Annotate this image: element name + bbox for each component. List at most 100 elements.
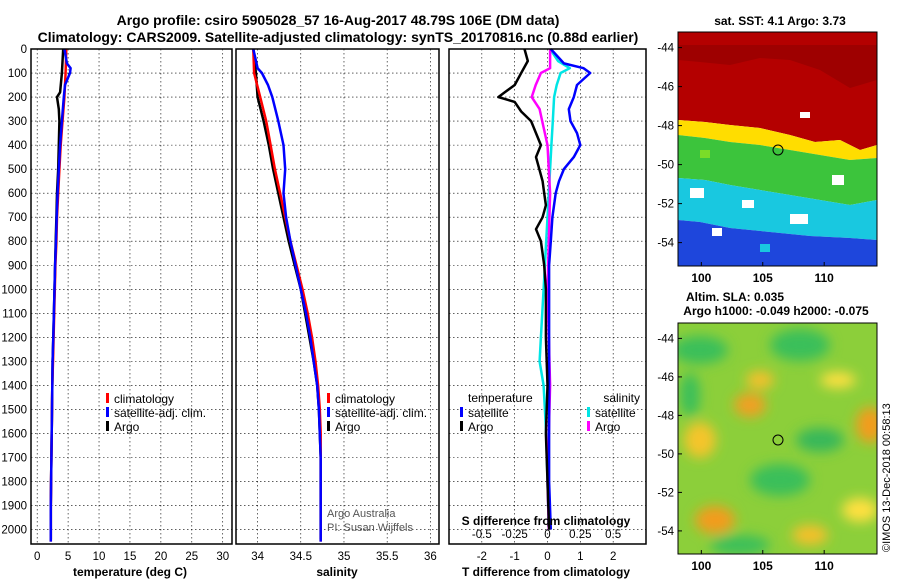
sla-map-title: Altim. SLA: 0.035 [686, 290, 784, 304]
t-argo-difference-line [497, 48, 551, 530]
sst-map-frame [677, 31, 878, 267]
imos-watermark: ©IMOS 13-Dec-2018 00:58:13 [881, 403, 893, 552]
depth-tick-label: 400 [8, 140, 27, 152]
legend-label-satellite: satellite-adj. clim. [335, 406, 427, 420]
map-lat-label: -52 [657, 487, 674, 499]
depth-tick-label: 1000 [1, 284, 27, 296]
temperature-profile-lines [49, 48, 72, 542]
difference-legend-temperature: temperature satellite Argo [460, 391, 533, 434]
map-lat-label: -54 [657, 526, 674, 538]
argo-location-marker-sla [772, 434, 784, 446]
x-tick-label: 34 [251, 551, 264, 563]
x-tick-label: 35.5 [376, 551, 398, 563]
legend-label-argo: Argo [114, 420, 140, 434]
map-lat-label: -50 [657, 160, 674, 172]
depth-tick-label: 0 [21, 44, 27, 56]
argo-location-marker-sst [772, 144, 784, 156]
legend-swatch-climatology [106, 393, 109, 403]
sla-map-panel: Altim. SLA: 0.035 Argo h1000: -0.049 h20… [657, 290, 878, 573]
legend-label-climatology: climatology [114, 392, 174, 406]
map-lat-label: -48 [657, 121, 674, 133]
figure-title-line-2: Climatology: CARS2009. Satellite-adjuste… [38, 29, 639, 45]
difference-axes-frame [448, 48, 647, 545]
sla-map-ticks: 100 105 110 -44 -46 -48 -50 -52 -54 [657, 333, 834, 573]
temperature-grid [31, 48, 232, 544]
s-difference-x-ticks: -0.5 -0.25 0 0.25 0.5 [472, 529, 621, 541]
salinity-panel: 34 34.5 35 35.5 36 salinity climatology sate… [235, 48, 440, 579]
argo-profile-line [252, 48, 322, 540]
depth-tick-label: 100 [8, 68, 27, 80]
x-tick-label: 30 [216, 551, 229, 563]
map-lat-label: -52 [657, 199, 674, 211]
s-diff-tick-label: -0.5 [472, 529, 492, 541]
satellite-adj-profile-line [49, 48, 72, 542]
sst-map-panel: sat. SST: 4.1 Argo: 3.73 100 105 110 -44 -46… [657, 14, 878, 285]
map-lon-label: 110 [814, 559, 834, 573]
temperature-x-label: temperature (deg C) [73, 565, 187, 579]
credit-pi: PI: Susan Wijffels [327, 522, 413, 534]
legend-swatch-argo [327, 421, 330, 431]
salinity-legend: climatology satellite-adj. clim. Argo [327, 392, 427, 434]
map-lon-label: 105 [753, 559, 773, 573]
legend-swatch-satellite [327, 407, 330, 417]
map-lat-label: -54 [657, 238, 674, 250]
x-tick-label: 5 [65, 551, 71, 563]
sla-map-subtitle: Argo h1000: -0.049 h2000: -0.075 [683, 304, 869, 318]
map-lat-label: -44 [657, 43, 674, 55]
map-lon-label: 100 [691, 271, 711, 285]
depth-tick-label: 1100 [2, 308, 27, 320]
sla-map-frame [677, 322, 878, 555]
legend-swatch-argo [106, 421, 109, 431]
x-tick-label: 20 [154, 551, 167, 563]
t-satellite-difference-line [547, 48, 592, 530]
x-tick-label: -2 [477, 551, 487, 563]
depth-y-ticks: 0 100 200 300 400 500 600 700 800 900 1000 1100 1200… [1, 44, 27, 537]
map-lat-label: -46 [657, 82, 674, 94]
t-difference-x-ticks: -2 -1 0 1 2 [477, 551, 617, 563]
depth-tick-label: 900 [8, 260, 27, 272]
satellite-adj-profile-line [252, 48, 322, 542]
sst-heatmap [678, 32, 877, 266]
legend-label-t-satellite: satellite [468, 406, 509, 420]
x-tick-label: 0 [544, 551, 550, 563]
x-tick-label: 10 [93, 551, 106, 563]
s-difference-label: S difference from climatology [462, 514, 631, 528]
s-diff-tick-label: 0 [544, 529, 550, 541]
difference-profile-lines [497, 48, 592, 530]
sla-heatmap [678, 323, 877, 554]
map-lat-label: -44 [657, 333, 674, 345]
s-diff-tick-label: -0.25 [502, 529, 528, 541]
legend-label-argo: Argo [335, 420, 361, 434]
temperature-x-ticks: 0 5 10 15 20 25 30 [34, 551, 229, 563]
legend-swatch-t-argo [460, 421, 463, 431]
legend-title-salinity: salinity [603, 391, 640, 405]
depth-tick-label: 600 [8, 188, 27, 200]
temperature-axes-frame [30, 48, 233, 545]
x-tick-label: 1 [577, 551, 583, 563]
depth-tick-label: 2000 [1, 525, 27, 537]
map-lon-label: 110 [814, 271, 834, 285]
depth-tick-label: 700 [8, 212, 27, 224]
depth-tick-label: 1700 [1, 452, 27, 464]
credit-argo-australia: Argo Australia [327, 508, 396, 520]
figure-title-line-1: Argo profile: csiro 5905028_57 16-Aug-20… [117, 12, 560, 28]
x-tick-label: 25 [185, 551, 198, 563]
sst-map-ticks: 100 105 110 -44 -46 -48 -50 -52 -54 [657, 43, 834, 285]
s-satellite-difference-line [538, 48, 572, 530]
map-lat-label: -50 [657, 449, 674, 461]
legend-title-temperature: temperature [468, 391, 533, 405]
legend-swatch-s-argo [587, 421, 590, 431]
legend-label-climatology: climatology [335, 392, 395, 406]
x-tick-label: 34.5 [290, 551, 312, 563]
temperature-panel: 0 5 10 15 20 25 30 0 100 200 300 400 500 600 700 800 90… [1, 44, 233, 579]
depth-tick-label: 1400 [1, 380, 27, 392]
legend-swatch-satellite [106, 407, 109, 417]
depth-tick-label: 1600 [1, 428, 27, 440]
depth-tick-label: 1300 [1, 356, 27, 368]
difference-legend-salinity: salinity satellite Argo [587, 391, 640, 434]
map-lon-label: 100 [691, 559, 711, 573]
salinity-x-ticks: 34 34.5 35 35.5 36 [251, 551, 437, 563]
depth-tick-label: 1200 [1, 332, 27, 344]
difference-panel: -2 -1 0 1 2 -0.5 -0.25 0 0.25 0.5 S difference f… [448, 48, 647, 579]
